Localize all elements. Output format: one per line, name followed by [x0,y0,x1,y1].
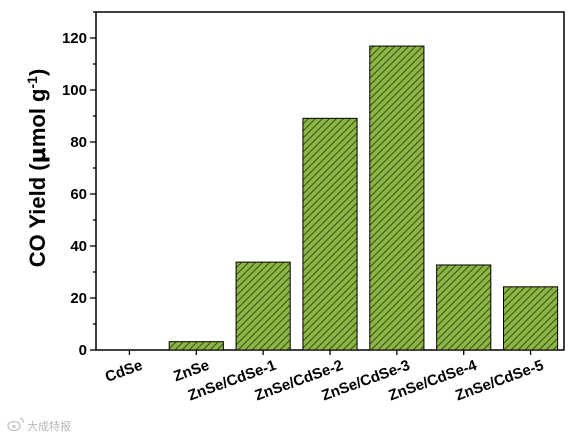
x-tick-label: CdSe [103,357,145,386]
y-tick-label: 60 [70,186,87,203]
y-tick-label: 40 [70,238,87,255]
y-tick-label: 80 [70,134,87,151]
watermark: 大成特报 [7,417,71,433]
watermark-text: 大成特报 [27,419,71,433]
bar-znse [168,341,224,351]
bar-znse-cdse-1 [235,261,291,351]
y-tick-label: 120 [62,30,87,47]
weibo-logo-icon [7,417,24,432]
y-axis-title: CO Yield (μmol g-1) [24,69,51,268]
y-tick-label: 20 [70,290,87,307]
bar-znse-cdse-4 [436,264,492,351]
y-tick-label: 0 [79,342,87,359]
bar-znse-cdse-3 [369,45,425,351]
bar-znse-cdse-5 [502,286,559,351]
bar-znse-cdse-2 [302,117,358,351]
y-tick-label: 100 [62,82,87,99]
